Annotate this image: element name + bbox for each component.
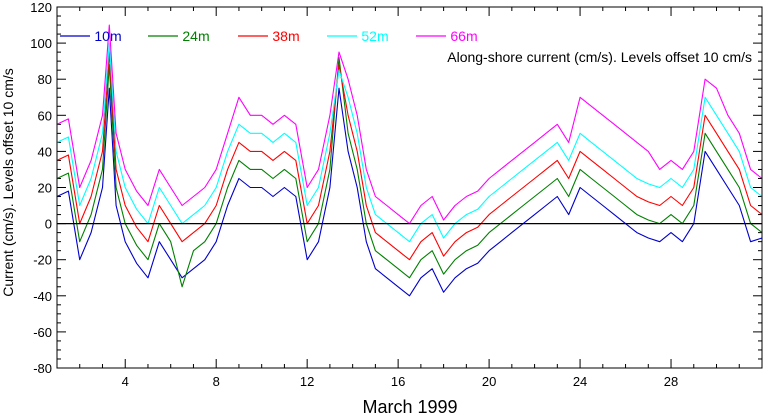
series-layer [56,24,763,297]
y-tick-label: -40 [33,289,52,304]
ticks-layer: -80 -60 -40 -20 0 20 40 60 80 100 120 4 8 12 16 20 24 28 [30,0,763,389]
series-line-38m [56,51,763,261]
series-line-10m [56,87,763,297]
x-tick-label: 20 [482,374,496,389]
y-tick-label: 120 [30,0,52,15]
plot-frame [56,6,763,369]
legend-label-10m: 10m [94,28,121,44]
y-tick-label: 100 [30,36,52,51]
y-tick-label: 40 [38,144,52,159]
series-line-52m [56,42,763,243]
x-tick-label: 28 [664,374,678,389]
x-tick-label: 24 [573,374,587,389]
x-axis-title: March 1999 [362,397,457,414]
legend-label-52m: 52m [361,28,388,44]
legend-label-24m: 24m [182,28,209,44]
y-tick-label: 80 [38,72,52,87]
x-tick-label: 16 [391,374,405,389]
y-tick-label: -20 [33,253,52,268]
y-tick-label: -80 [33,361,52,376]
y-tick-label: 0 [45,217,52,232]
legend: 10m 24m 38m 52m 66m [60,28,478,44]
y-tick-label: -60 [33,325,52,340]
y-tick-label: 20 [38,181,52,196]
x-tick-label: 4 [122,374,129,389]
series-line-24m [56,56,763,288]
series-line-66m [56,24,763,225]
x-tick-label: 12 [300,374,314,389]
y-axis-title: Current (cm/s). Levels offset 10 cm/s [0,68,16,296]
y-tick-label: 60 [38,108,52,123]
legend-label-38m: 38m [272,28,299,44]
x-tick-label: 8 [213,374,220,389]
legend-label-66m: 66m [450,28,477,44]
chart-annotation: Along-shore current (cm/s). Levels offse… [447,49,752,65]
